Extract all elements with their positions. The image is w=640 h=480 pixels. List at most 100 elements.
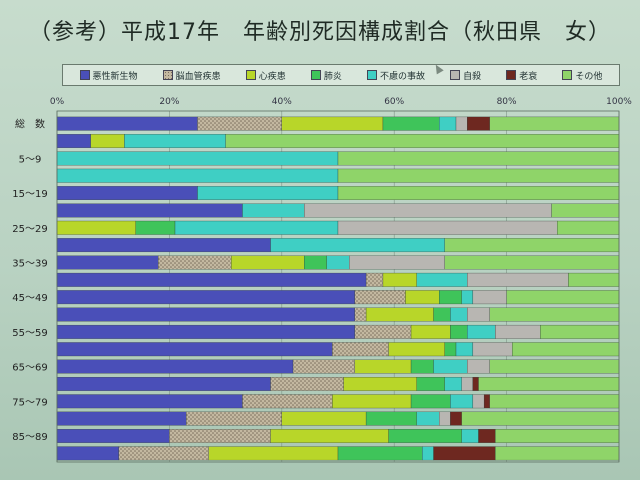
bar-segment — [439, 116, 457, 131]
bar-segment — [337, 446, 423, 461]
bar-segment — [461, 411, 620, 426]
bar-segment — [56, 377, 271, 391]
bar-segment — [135, 220, 176, 235]
bar-segment — [332, 394, 412, 409]
bar-segment — [489, 359, 620, 374]
bar-segment — [444, 342, 457, 357]
legend-item: 不慮の事故 — [367, 69, 425, 82]
bar-segment — [489, 116, 620, 131]
bar-segment — [472, 342, 513, 357]
bar-segment — [433, 307, 451, 322]
bar-segment — [416, 272, 468, 287]
legend-item: 心疾患 — [245, 69, 286, 82]
bar-segment — [450, 324, 468, 339]
bar-segment — [410, 359, 434, 374]
bar-segment — [455, 116, 468, 131]
bar-segment — [455, 342, 474, 357]
chart-legend: 悪性新生物 脳血管疾患 心疾患 肺炎 不慮の事故 自殺 老衰 その他 — [62, 64, 620, 86]
bar-segment — [495, 429, 620, 443]
legend-swatch — [245, 70, 256, 80]
bar-segment — [337, 220, 558, 235]
bar-segment — [56, 307, 356, 322]
bar-segment — [56, 134, 91, 148]
bar-segment — [56, 290, 356, 305]
chart-title: （参考）平成17年 年齢別死因構成割合（秋田県 女） — [29, 20, 611, 45]
bar-segment — [467, 324, 496, 339]
bar-segment — [568, 272, 620, 287]
bar-segment — [382, 272, 417, 287]
y-category-label: 55～59 — [12, 328, 47, 339]
bar-segment — [495, 324, 541, 339]
bar-segment — [472, 377, 479, 391]
y-category-label: 85～89 — [12, 432, 47, 443]
bar-segment — [439, 411, 451, 426]
bar-segment — [388, 342, 445, 357]
legend-label: 肺炎 — [323, 71, 342, 82]
bar-segment — [410, 324, 451, 339]
y-category-label: 35～39 — [12, 258, 47, 269]
bar-segment — [467, 272, 569, 287]
bar-segment — [281, 411, 367, 426]
bar-segment — [169, 429, 271, 443]
bar-segment — [197, 116, 282, 131]
x-tick-label: 0% — [50, 97, 65, 107]
bar-segment — [540, 324, 620, 339]
legend-swatch — [162, 70, 173, 80]
bar-segment — [444, 377, 462, 391]
bar-segment — [174, 220, 339, 235]
bar-segment — [461, 429, 479, 443]
legend-swatch — [450, 70, 461, 80]
legend-label: 老衰 — [519, 71, 538, 82]
bar-segment — [489, 307, 620, 322]
legend-item: 脳血管疾患 — [162, 69, 221, 82]
bar-segment — [270, 238, 445, 253]
bar-segment — [56, 411, 187, 426]
bar-segment — [56, 324, 356, 339]
bar-segment — [512, 342, 620, 357]
legend-label: 自殺 — [463, 71, 482, 82]
x-tick-label: 80% — [497, 97, 517, 107]
bar-segment — [489, 394, 620, 409]
bar-segment — [416, 411, 440, 426]
bar-segment — [337, 168, 620, 183]
legend-item: 老衰 — [506, 69, 537, 82]
legend-label: 脳血管疾患 — [175, 71, 221, 82]
bar-segment — [483, 394, 490, 409]
bar-segment — [270, 429, 389, 443]
bar-segment — [242, 394, 333, 409]
bar-segment — [551, 203, 620, 218]
bar-segment — [90, 134, 125, 148]
legend-item: その他 — [562, 69, 602, 82]
y-category-label: 75～79 — [12, 397, 47, 408]
bar-segment — [56, 272, 367, 287]
y-category-label: 5～9 — [19, 154, 42, 165]
legend-label: 不慮の事故 — [380, 71, 426, 82]
bar-segment — [56, 342, 333, 357]
legend-swatch — [310, 70, 321, 80]
bar-segment — [56, 203, 243, 218]
bar-segment — [337, 151, 620, 166]
bar-segment — [304, 255, 327, 270]
bar-segment — [354, 324, 412, 339]
bar-segment — [467, 359, 490, 374]
bar-segment — [332, 342, 389, 357]
bar-segment — [433, 446, 496, 461]
bar-segment — [365, 307, 434, 322]
bar-segment — [478, 429, 496, 443]
bar-segment — [478, 377, 620, 391]
x-tick-label: 100% — [606, 97, 632, 107]
bar-segment — [433, 359, 468, 374]
bar-segment — [461, 377, 474, 391]
x-tick-label: 20% — [159, 97, 179, 107]
bar-segment — [326, 255, 350, 270]
plot-frame — [56, 110, 620, 463]
bar-segment — [56, 151, 339, 166]
bar-segment — [506, 290, 620, 305]
y-category-label: 65～69 — [12, 363, 47, 374]
bar-segment — [158, 255, 232, 270]
bar-segment — [56, 446, 119, 461]
legend-swatch — [562, 70, 573, 80]
bar-segment — [208, 446, 339, 461]
y-category-label: 25～29 — [12, 224, 47, 235]
bar-segment — [56, 359, 294, 374]
